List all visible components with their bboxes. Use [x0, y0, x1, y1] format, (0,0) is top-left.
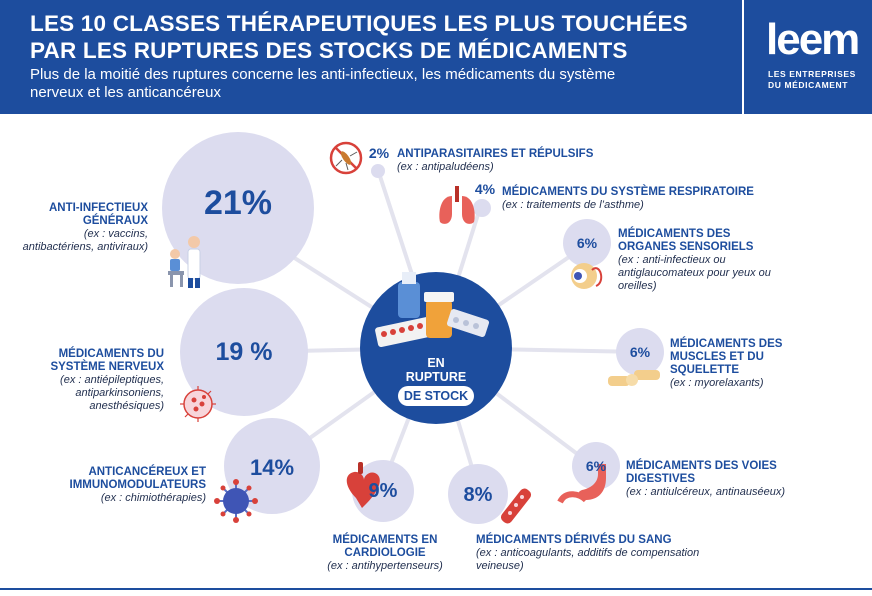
pct-nerveux: 19 % — [215, 338, 273, 366]
label-example: (ex : anti-infectieux ou antiglaucomateu… — [618, 254, 771, 292]
pct-sang: 8% — [463, 484, 493, 506]
lungs-icon — [439, 186, 475, 224]
label-name: MÉDICAMENTS DU SYSTÈME NERVEUX — [50, 348, 164, 373]
logo-tagline-2: DU MÉDICAMENT — [768, 80, 849, 90]
label-name: MÉDICAMENTS DES MUSCLES ET DU SQUELETTE — [670, 338, 783, 376]
logo-tagline-1: LES ENTREPRISES — [768, 69, 856, 79]
center-label: EN RUPTURE — [398, 356, 474, 384]
title-line-2: PAR LES RUPTURES DES STOCKS DE MÉDICAMEN… — [30, 38, 628, 63]
blood-vessel-icon — [500, 488, 532, 524]
bubbles — [162, 132, 664, 524]
center-line-1: EN — [427, 356, 445, 370]
bubble-anti-infectieux — [162, 132, 314, 284]
heart-icon — [346, 462, 380, 508]
label-muscles: MÉDICAMENTS DES MUSCLES ET DU SQUELETTE … — [670, 338, 794, 390]
pct-anticancereux: 14% — [249, 455, 295, 480]
label-sensoriels: MÉDICAMENTS DES ORGANES SENSORIELS (ex :… — [618, 228, 778, 293]
label-anticancereux: ANTICANCÉREUX ET IMMUNOMODULATEURS (ex :… — [20, 466, 207, 505]
leem-logo: leem — [766, 15, 860, 64]
footer-rule — [0, 588, 872, 590]
label-name: ANTICANCÉREUX ET IMMUNOMODULATEURS — [69, 466, 207, 491]
label-example: (ex : myorelaxants) — [670, 377, 764, 389]
pct-muscles: 6% — [629, 344, 651, 360]
bubble-muscles — [616, 328, 664, 376]
label-cardiologie: MÉDICAMENTS EN CARDIOLOGIE (ex : antihyp… — [310, 534, 460, 573]
label-example: (ex : antiulcéreux, antinauséeux) — [626, 486, 785, 498]
label-sang: MÉDICAMENTS DÉRIVÉS DU SANG (ex : antico… — [476, 534, 706, 573]
bubble-respiratoire — [473, 199, 491, 217]
label-name: MÉDICAMENTS DES VOIES DIGESTIVES — [626, 460, 777, 485]
mosquito-icon — [329, 141, 363, 175]
virus-icon — [214, 479, 258, 523]
pct-anti-infectieux: 21% — [203, 184, 273, 222]
label-antiparasitaires: ANTIPARASITAIRES ET RÉPULSIFS (ex : anti… — [397, 148, 637, 174]
label-name: MÉDICAMENTS DÉRIVÉS DU SANG — [476, 534, 672, 546]
label-anti-infectieux: ANTI-INFECTIEUX GÉNÉRAUX (ex : vaccins, … — [20, 202, 148, 254]
label-name: ANTIPARASITAIRES ET RÉPULSIFS — [397, 148, 594, 160]
label-nerveux: MÉDICAMENTS DU SYSTÈME NERVEUX (ex : ant… — [20, 348, 164, 413]
page-subtitle: Plus de la moitié des ruptures concerne … — [30, 66, 616, 101]
label-respiratoire: MÉDICAMENTS DU SYSTÈME RESPIRATOIRE (ex … — [502, 186, 772, 212]
pct-digestif: 6% — [585, 458, 607, 474]
label-example: (ex : vaccins, antibactériens, antivirau… — [22, 228, 148, 253]
pct-antiparasitaires: 2% — [368, 145, 390, 161]
pct-cardiologie: 9% — [368, 480, 398, 502]
label-example: (ex : antiépileptiques, antiparkinsonien… — [60, 374, 164, 412]
label-example: (ex : anticoagulants, additifs de compen… — [476, 547, 700, 572]
bubble-digestif — [572, 442, 620, 490]
medicine-bottles-icon — [375, 272, 490, 348]
bubble-nerveux — [180, 288, 308, 416]
knee-joint-icon — [608, 370, 660, 386]
label-example: (ex : traitements de l’asthme) — [502, 199, 644, 211]
bubble-sang — [448, 464, 508, 524]
pct-sensoriels: 6% — [576, 235, 598, 251]
title-line-1: LES 10 CLASSES THÉRAPEUTIQUES LES PLUS T… — [30, 11, 688, 36]
label-name: MÉDICAMENTS DU SYSTÈME RESPIRATOIRE — [502, 186, 754, 198]
center-line-2: RUPTURE — [405, 370, 467, 384]
label-example: (ex : chimiothérapies) — [100, 492, 206, 504]
stomach-icon — [557, 464, 606, 504]
label-example: (ex : antihypertenseurs) — [327, 560, 443, 572]
brain-cell-icon — [180, 386, 216, 422]
doctor-child-icon — [168, 236, 201, 288]
bubble-antiparasitaires — [371, 164, 385, 178]
logo-divider — [742, 0, 744, 114]
label-name: ANTI-INFECTIEUX GÉNÉRAUX — [48, 202, 148, 227]
label-digestif: MÉDICAMENTS DES VOIES DIGESTIVES (ex : a… — [626, 460, 846, 499]
page-title: LES 10 CLASSES THÉRAPEUTIQUES LES PLUS T… — [30, 10, 688, 64]
center-stock-badge: DE STOCK — [398, 386, 474, 406]
label-name: MÉDICAMENTS DES ORGANES SENSORIELS — [618, 228, 754, 253]
bubble-sensoriels — [563, 219, 611, 267]
label-name: MÉDICAMENTS EN CARDIOLOGIE — [332, 534, 438, 559]
eye-icon — [571, 263, 603, 289]
header-banner: LES 10 CLASSES THÉRAPEUTIQUES LES PLUS T… — [0, 0, 872, 114]
label-example: (ex : antipaludéens) — [397, 161, 494, 173]
pct-respiratoire: 4% — [474, 181, 496, 197]
